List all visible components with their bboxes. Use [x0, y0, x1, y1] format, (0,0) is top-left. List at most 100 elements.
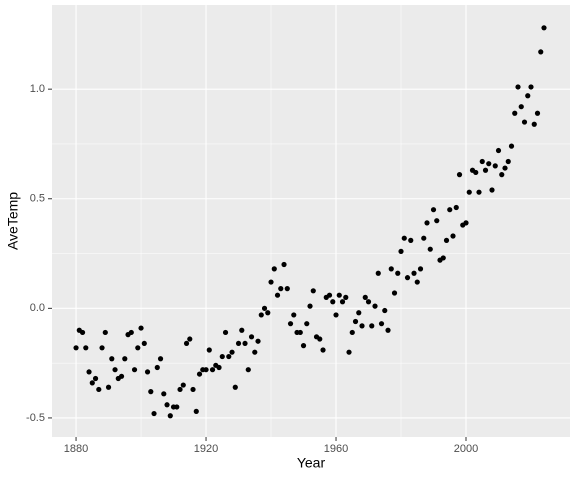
point	[268, 279, 274, 285]
point	[456, 172, 463, 178]
y-tick-label: 0.0	[30, 302, 45, 314]
point	[398, 248, 404, 254]
point	[525, 93, 531, 99]
point	[112, 367, 118, 373]
point	[369, 323, 375, 329]
point	[261, 305, 268, 311]
point	[427, 246, 433, 252]
point	[310, 288, 316, 294]
point	[99, 345, 105, 351]
point	[336, 292, 342, 298]
point	[190, 386, 196, 393]
point	[154, 364, 160, 371]
panel	[52, 5, 570, 437]
point	[138, 325, 144, 331]
point	[365, 299, 372, 305]
point	[102, 329, 108, 336]
point	[430, 207, 437, 213]
point	[187, 336, 193, 342]
point	[131, 367, 138, 373]
y-tick-label: -0.5	[26, 412, 45, 424]
point	[118, 373, 125, 379]
point	[404, 275, 411, 281]
point	[79, 329, 86, 336]
point	[531, 121, 537, 127]
point	[320, 347, 326, 353]
point	[333, 312, 339, 318]
point	[515, 84, 521, 90]
point	[135, 345, 141, 351]
point	[300, 343, 307, 349]
point	[245, 367, 251, 373]
point	[447, 207, 453, 213]
point	[226, 353, 232, 360]
point	[209, 367, 216, 373]
point	[148, 389, 154, 395]
point	[167, 413, 173, 419]
point	[86, 369, 92, 375]
point	[372, 303, 378, 309]
point	[356, 310, 362, 316]
point	[414, 279, 420, 285]
point	[395, 270, 401, 276]
point	[271, 266, 277, 272]
point	[96, 386, 102, 393]
point	[255, 338, 261, 344]
point	[534, 110, 541, 116]
point	[89, 380, 95, 386]
x-tick-label: 1880	[64, 443, 88, 455]
point	[359, 323, 365, 329]
point	[203, 367, 209, 373]
point	[450, 233, 456, 239]
point	[206, 347, 212, 353]
point	[401, 235, 407, 241]
point	[73, 345, 79, 351]
point	[265, 310, 271, 316]
y-tick-label: 1.0	[30, 83, 45, 95]
point	[183, 340, 190, 347]
point	[307, 303, 313, 309]
point	[330, 299, 336, 305]
point	[144, 369, 151, 375]
point	[508, 143, 515, 149]
point	[151, 410, 157, 417]
point	[161, 391, 167, 397]
point	[343, 294, 349, 300]
point	[109, 356, 115, 362]
y-axis-title: AveTemp	[5, 192, 21, 250]
point	[252, 349, 258, 355]
point	[248, 334, 255, 340]
point	[466, 189, 472, 195]
point	[538, 49, 544, 55]
point	[274, 292, 281, 298]
point	[297, 329, 303, 336]
point	[278, 286, 284, 292]
point	[229, 349, 235, 355]
point	[304, 321, 310, 327]
point	[502, 165, 508, 171]
point	[495, 147, 502, 154]
point	[408, 237, 414, 243]
point	[463, 220, 469, 226]
point	[521, 119, 528, 125]
point	[326, 292, 333, 298]
point	[512, 110, 518, 116]
point	[105, 384, 112, 390]
point	[473, 169, 479, 176]
point	[411, 270, 417, 276]
point	[382, 307, 388, 314]
point	[122, 356, 128, 362]
point	[141, 340, 147, 347]
point	[193, 408, 199, 414]
point	[174, 404, 180, 410]
point	[177, 386, 183, 393]
point	[92, 375, 99, 382]
point	[83, 345, 89, 351]
point	[417, 266, 424, 272]
point	[239, 327, 245, 333]
point	[317, 336, 323, 342]
point	[385, 327, 391, 333]
point	[440, 255, 446, 261]
